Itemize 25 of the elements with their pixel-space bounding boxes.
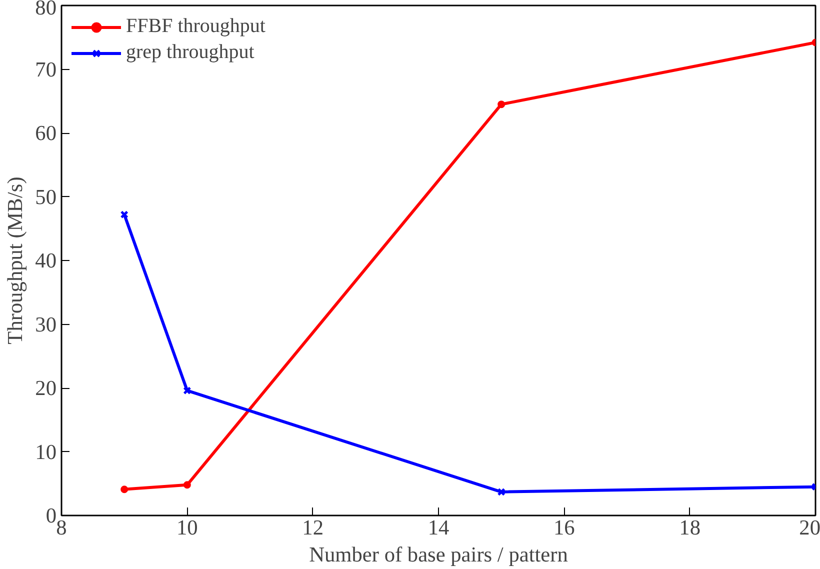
y-tick-label: 30 — [35, 312, 56, 336]
x-tick-label: 12 — [302, 516, 324, 540]
x-tick-label: 18 — [679, 516, 700, 540]
y-tick-label: 80 — [35, 0, 56, 20]
point — [120, 486, 128, 494]
y-tick-label: 50 — [35, 184, 56, 209]
y-tick-label: 10 — [35, 440, 56, 464]
x-tick-label: 20 — [799, 516, 820, 540]
y-tick-label: 40 — [35, 248, 56, 272]
point — [183, 386, 192, 395]
point — [497, 488, 506, 496]
y-tick-label: 60 — [35, 121, 56, 145]
x-tick-label: 16 — [554, 516, 576, 540]
x-tick-label: 14 — [428, 516, 450, 540]
point — [498, 100, 506, 108]
x-tick-label: 10 — [176, 516, 198, 540]
y-axis-title: Throughput (MB/s) — [3, 176, 28, 344]
legend-label: grep throughput — [126, 41, 254, 64]
point — [183, 481, 191, 489]
legend-label: FFBF throughput — [126, 15, 266, 38]
x-axis-title: Number of base pairs / pattern — [309, 542, 568, 566]
y-tick-label: 20 — [35, 376, 56, 400]
y-tick-label: 70 — [35, 57, 56, 82]
y-tick-label: 0 — [46, 504, 57, 528]
x-tick-label: 8 — [56, 516, 67, 540]
